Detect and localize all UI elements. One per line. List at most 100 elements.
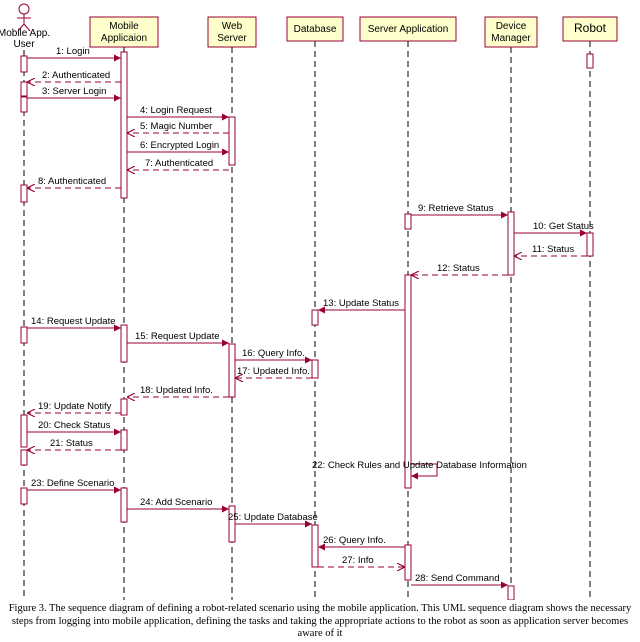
activation-bar	[120, 398, 128, 416]
message-label: 20: Check Status	[38, 420, 111, 431]
message-20: 20: Check Status	[27, 420, 121, 436]
message-label: 27: Info	[342, 555, 374, 566]
message-label: 24: Add Scenario	[140, 497, 212, 508]
message-label: 13: Update Status	[323, 298, 399, 309]
activation-bar	[586, 53, 594, 69]
participant-robot: Robot	[562, 16, 618, 42]
message-label: 5: Magic Number	[140, 121, 212, 132]
activation-bar	[311, 359, 319, 379]
participant-box	[562, 16, 618, 42]
activation-bar	[586, 232, 594, 257]
activation-bar	[228, 343, 236, 398]
activation-bar	[404, 274, 412, 489]
message-3: 3: Server Login	[27, 86, 121, 102]
activation-bar	[20, 81, 28, 97]
messages: 1: Login 2: Authenticated 3: Server Login 4…	[27, 46, 594, 589]
activation-bar	[228, 116, 236, 166]
message-11: 11: Status	[514, 244, 587, 256]
message-label: 19: Update Notify	[38, 401, 112, 412]
message-19: 19: Update Notify	[27, 401, 121, 413]
participant-box	[286, 16, 344, 42]
message-label: 4: Login Request	[140, 105, 212, 116]
message-28: 28: Send Command	[411, 573, 508, 589]
message-label: 8: Authenticated	[38, 176, 106, 187]
message-label: 16: Query Info.	[242, 348, 305, 359]
message-17: 17: Updated Info.	[235, 366, 312, 378]
message-label: 10: Get Status	[533, 221, 594, 232]
message-22: 22: Check Rules and Update Database Info…	[312, 460, 527, 480]
message-25: 25: Update Database	[228, 512, 318, 528]
message-label: 9: Retrieve Status	[418, 203, 494, 214]
activation-bar	[120, 429, 128, 451]
participant-box	[89, 16, 159, 48]
participant-label-line1: Web	[222, 21, 243, 32]
actor-icon	[17, 3, 31, 32]
activation-bar	[404, 544, 412, 581]
message-label: 7: Authenticated	[145, 158, 213, 169]
activation-bar	[20, 414, 28, 448]
message-14: 14: Request Update	[27, 316, 121, 332]
participant-label-line1: Server Application	[368, 24, 449, 35]
participant-box	[359, 16, 457, 42]
participant-mobile: Mobile Applicaion	[89, 16, 159, 48]
activation-bar	[311, 309, 319, 326]
message-label: 17: Updated Info.	[237, 366, 310, 377]
activation-bar	[120, 51, 128, 199]
participant-server-application: Server Application	[359, 16, 457, 42]
message-label: 18: Updated Info.	[140, 385, 213, 396]
participant-label-line2: Applicaion	[101, 33, 147, 44]
participant-label-line1: Database	[294, 24, 337, 35]
activation-bar	[507, 585, 515, 600]
message-21: 21: Status	[27, 438, 121, 450]
message-4: 4: Login Request	[127, 105, 229, 121]
sequence-diagram: 1: Login 2: Authenticated 3: Server Login 4…	[0, 3, 618, 600]
message-label: 2: Authenticated	[42, 70, 110, 81]
activation-bar	[311, 524, 319, 568]
participant-database: Database	[286, 16, 344, 42]
message-label: 25: Update Database	[228, 512, 318, 523]
participant-label-line1: Mobile	[109, 21, 139, 32]
message-label: 12: Status	[437, 263, 480, 274]
participant-device-manager: Device Manager	[484, 16, 538, 48]
activation-bar	[404, 213, 412, 230]
message-label: 3: Server Login	[42, 86, 106, 97]
message-10: 10: Get Status	[514, 221, 594, 237]
message-label: 21: Status	[50, 438, 93, 449]
message-label: 22: Check Rules and Update Database Info…	[312, 460, 527, 471]
activation-bar	[120, 487, 128, 523]
message-2: 2: Authenticated	[27, 70, 121, 82]
activation-bar	[507, 211, 515, 276]
message-label: 6: Encrypted Login	[140, 140, 219, 151]
message-9: 9: Retrieve Status	[411, 203, 508, 219]
activation-bar	[120, 324, 128, 363]
message-27: 27: Info	[318, 555, 405, 567]
message-label: 15: Request Update	[135, 331, 220, 342]
self-call-arrow	[411, 463, 438, 480]
participant-label-line2: Server	[217, 33, 247, 44]
activation-bar	[20, 96, 28, 113]
participant-box	[207, 16, 257, 48]
participant-label-line2: Manager	[491, 33, 531, 44]
message-1: 1: Login	[27, 46, 121, 62]
message-label: 1: Login	[56, 46, 90, 57]
participant-box	[484, 16, 538, 48]
activation-bars	[20, 51, 594, 600]
message-label: 28: Send Command	[415, 573, 500, 584]
message-6: 6: Encrypted Login	[127, 140, 229, 156]
message-8: 8: Authenticated	[27, 176, 121, 188]
participant-web-server: Web Server	[207, 16, 257, 48]
participant-label-line1: Robot	[574, 21, 607, 35]
message-26: 26: Query Info.	[318, 535, 405, 551]
message-label: 14: Request Update	[31, 316, 116, 327]
message-24: 24: Add Scenario	[127, 497, 229, 513]
message-13: 13: Update Status	[318, 298, 405, 314]
message-7: 7: Authenticated	[127, 158, 229, 170]
actor-name-line1: Mobile App.	[0, 28, 50, 39]
message-label: 11: Status	[532, 244, 574, 255]
activation-bar	[20, 487, 28, 505]
activation-bar	[20, 449, 28, 466]
activation-bar	[20, 326, 28, 344]
message-16: 16: Query Info.	[235, 348, 312, 364]
message-label: 23: Define Scenario	[31, 478, 114, 489]
participant-label-line1: Device	[496, 21, 527, 32]
